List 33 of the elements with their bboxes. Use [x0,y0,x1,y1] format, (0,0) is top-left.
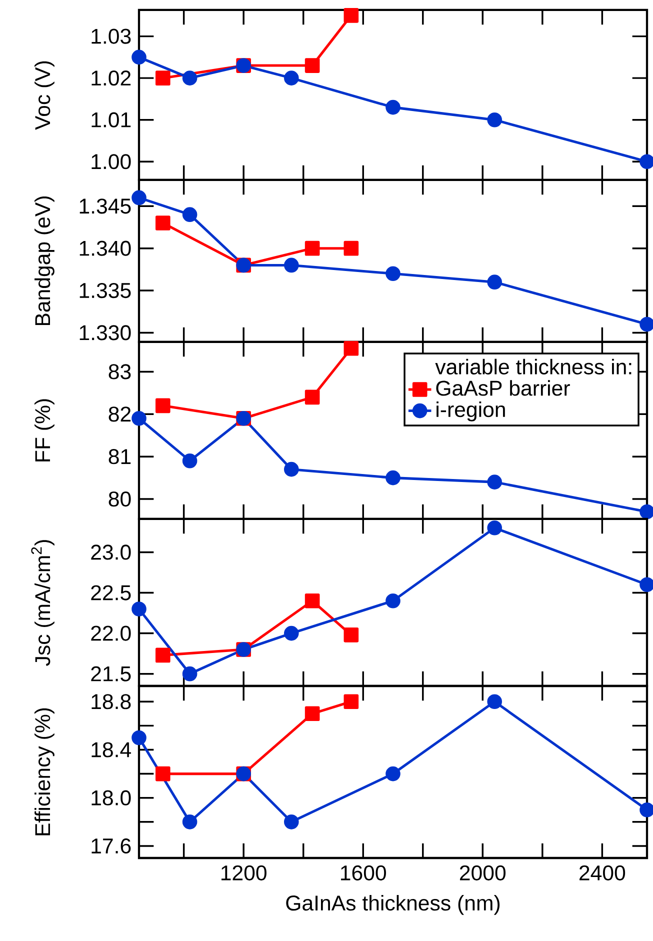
legend-label: i-region [436,401,505,422]
y-tick-label: 1.335 [80,282,131,298]
y-axis-title: Efficiency (%) [34,708,54,836]
y-tick-label: 83 [108,364,131,380]
y-tick-label: 1.01 [92,112,131,128]
x-tick-label: 1600 [341,865,386,880]
y-tick-label: 22.0 [91,626,131,641]
y-tick-label: 18.4 [92,742,131,758]
y-tick-label: 1.02 [92,70,131,86]
y-axis-title: Jsc (mA/cm$^{2}$) [31,540,54,666]
y-tick-label: 81 [108,449,131,464]
y-tick-label: 18.8 [92,694,131,710]
y-tick-label: 21.5 [91,666,131,682]
legend-label: GaAsP barrier [436,380,570,396]
x-tick-label: 2400 [580,865,626,880]
x-axis-title: GaInAs thickness (nm) [286,894,500,915]
y-tick-label: 17.6 [92,838,131,854]
y-tick-label: 1.00 [92,154,131,170]
y-axis-title: Voc (V) [34,61,54,130]
y-tick-label: 1.330 [80,325,131,340]
y-tick-label: 18.0 [92,790,131,806]
y-tick-label: 80 [108,491,131,507]
y-axis-title: FF (%) [34,399,54,462]
x-tick-label: 2000 [460,865,506,880]
y-tick-label: 23.0 [91,544,131,560]
x-tick-label: 1200 [221,865,266,880]
y-tick-label: 82 [108,406,131,422]
y-tick-label: 1.03 [92,28,131,44]
y-tick-label: 1.345 [80,198,131,214]
y-tick-label: 1.340 [80,240,131,256]
legend-title: variable thickness in: [435,358,632,374]
y-tick-label: 22.5 [91,585,131,600]
y-axis-title: Bandgap (eV) [34,196,54,326]
